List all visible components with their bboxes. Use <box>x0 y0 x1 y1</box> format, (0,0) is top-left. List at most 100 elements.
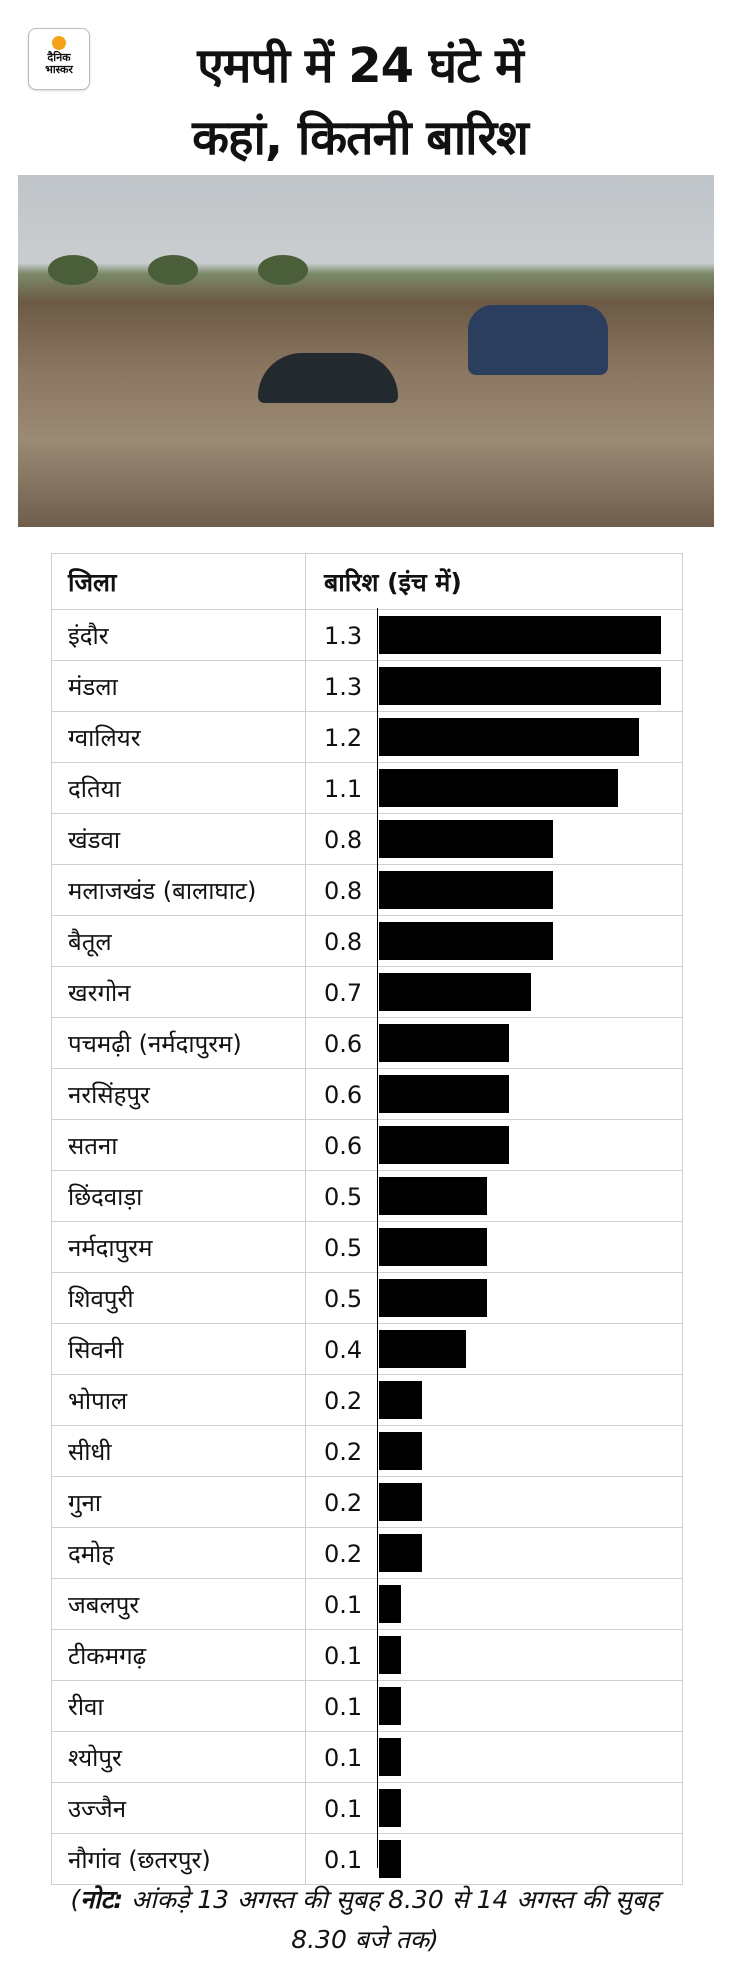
tree <box>48 255 98 285</box>
rainfall-cell: 1.3 <box>305 660 683 712</box>
dainik-bhaskar-logo: दैनिक भास्कर <box>28 28 90 90</box>
rainfall-cell: 1.1 <box>305 762 683 814</box>
umbrella <box>258 353 398 403</box>
bar-axis <box>377 608 378 1868</box>
rainfall-cell: 0.7 <box>305 966 683 1018</box>
rainfall-cell: 0.8 <box>305 813 683 865</box>
table-row: दमोह 0.2 <box>51 1527 683 1579</box>
rainfall-value: 0.4 <box>324 1336 363 1364</box>
rainfall-cell: 0.1 <box>305 1731 683 1783</box>
table-row: मंडला 1.3 <box>51 660 683 712</box>
table-row: खंडवा 0.8 <box>51 813 683 865</box>
rainfall-cell: 0.2 <box>305 1476 683 1528</box>
table-row: नरसिंहपुर 0.6 <box>51 1068 683 1120</box>
rainfall-value: 0.8 <box>324 826 363 854</box>
rainfall-cell: 0.5 <box>305 1221 683 1273</box>
rainfall-value: 1.3 <box>324 622 363 650</box>
district-name: बैतूल <box>51 915 306 967</box>
rainfall-bar <box>379 871 553 909</box>
logo-line1: दैनिक <box>47 51 71 64</box>
rainfall-cell: 0.8 <box>305 864 683 916</box>
headline-line2: कहां, कितनी बारिश <box>192 110 529 166</box>
district-name: दमोह <box>51 1527 306 1579</box>
tree <box>258 255 308 285</box>
rainfall-value: 1.3 <box>324 673 363 701</box>
rainfall-bar <box>379 1789 401 1827</box>
car <box>468 305 608 375</box>
rainfall-cell: 0.6 <box>305 1017 683 1069</box>
rainfall-cell: 0.2 <box>305 1425 683 1477</box>
rainfall-bar <box>379 922 553 960</box>
table-row: सीधी 0.2 <box>51 1425 683 1477</box>
rainfall-value: 0.5 <box>324 1234 363 1262</box>
rainfall-cell: 0.5 <box>305 1170 683 1222</box>
table-row: भोपाल 0.2 <box>51 1374 683 1426</box>
rainfall-value: 0.1 <box>324 1591 363 1619</box>
rainfall-bar <box>379 1228 488 1266</box>
rainfall-value: 0.1 <box>324 1693 363 1721</box>
rainfall-cell: 0.1 <box>305 1680 683 1732</box>
rainfall-cell: 1.2 <box>305 711 683 763</box>
table-row: टीकमगढ़ 0.1 <box>51 1629 683 1681</box>
rainfall-value: 0.5 <box>324 1183 363 1211</box>
district-name: दतिया <box>51 762 306 814</box>
rainfall-value: 0.1 <box>324 1846 363 1874</box>
table-row: दतिया 1.1 <box>51 762 683 814</box>
rainfall-cell: 0.8 <box>305 915 683 967</box>
district-name: नौगांव (छतरपुर) <box>51 1833 306 1885</box>
district-name: सतना <box>51 1119 306 1171</box>
table-row: बैतूल 0.8 <box>51 915 683 967</box>
table-row: इंदौर 1.3 <box>51 609 683 661</box>
district-name: मलाजखंड (बालाघाट) <box>51 864 306 916</box>
rainfall-cell: 0.1 <box>305 1833 683 1885</box>
headline: एमपी में 24 घंटे में कहां, कितनी बारिश <box>120 30 600 174</box>
rainfall-cell: 0.2 <box>305 1374 683 1426</box>
table-row: सिवनी 0.4 <box>51 1323 683 1375</box>
district-name: टीकमगढ़ <box>51 1629 306 1681</box>
rainfall-value: 0.1 <box>324 1642 363 1670</box>
rainfall-bar <box>379 1432 423 1470</box>
rainfall-cell: 0.5 <box>305 1272 683 1324</box>
rainfall-bar <box>379 1534 423 1572</box>
rainfall-bar <box>379 769 618 807</box>
sun-icon <box>52 36 66 50</box>
rainfall-cell: 0.6 <box>305 1119 683 1171</box>
rainfall-value: 0.6 <box>324 1030 363 1058</box>
rainfall-bar <box>379 1075 510 1113</box>
table-row: मलाजखंड (बालाघाट) 0.8 <box>51 864 683 916</box>
rainfall-bar <box>379 1330 466 1368</box>
header-district: जिला <box>51 553 306 610</box>
rainfall-value: 0.1 <box>324 1744 363 1772</box>
rainfall-value: 0.1 <box>324 1795 363 1823</box>
district-name: नरसिंहपुर <box>51 1068 306 1120</box>
district-name: जबलपुर <box>51 1578 306 1630</box>
rainfall-bar <box>379 1585 401 1623</box>
note-text: आंकड़े 13 अगस्त की सुबह 8.30 से 14 अगस्त… <box>123 1885 660 1954</box>
table-row: उज्जैन 0.1 <box>51 1782 683 1834</box>
table-row: जबलपुर 0.1 <box>51 1578 683 1630</box>
rainfall-value: 0.6 <box>324 1081 363 1109</box>
rainfall-value: 0.2 <box>324 1438 363 1466</box>
district-name: भोपाल <box>51 1374 306 1426</box>
table-row: पचमढ़ी (नर्मदापुरम) 0.6 <box>51 1017 683 1069</box>
rainfall-bar <box>379 1738 401 1776</box>
rainfall-bar <box>379 1177 488 1215</box>
district-name: श्योपुर <box>51 1731 306 1783</box>
logo-line2: भास्कर <box>45 63 73 76</box>
rainfall-bar <box>379 1840 401 1878</box>
rainfall-value: 0.7 <box>324 979 363 1007</box>
table-row: सतना 0.6 <box>51 1119 683 1171</box>
rainfall-bar <box>379 616 661 654</box>
rainfall-value: 0.6 <box>324 1132 363 1160</box>
rainfall-cell: 0.1 <box>305 1629 683 1681</box>
note-label: नोट: <box>80 1885 124 1914</box>
district-name: उज्जैन <box>51 1782 306 1834</box>
table-row: शिवपुरी 0.5 <box>51 1272 683 1324</box>
rainfall-cell: 0.2 <box>305 1527 683 1579</box>
table-row: खरगोन 0.7 <box>51 966 683 1018</box>
footnote: (नोट: आंकड़े 13 अगस्त की सुबह 8.30 से 14… <box>70 1885 660 1954</box>
rainfall-bar <box>379 1483 423 1521</box>
rainfall-value: 1.1 <box>324 775 363 803</box>
district-name: ग्वालियर <box>51 711 306 763</box>
table-row: छिंदवाड़ा 0.5 <box>51 1170 683 1222</box>
